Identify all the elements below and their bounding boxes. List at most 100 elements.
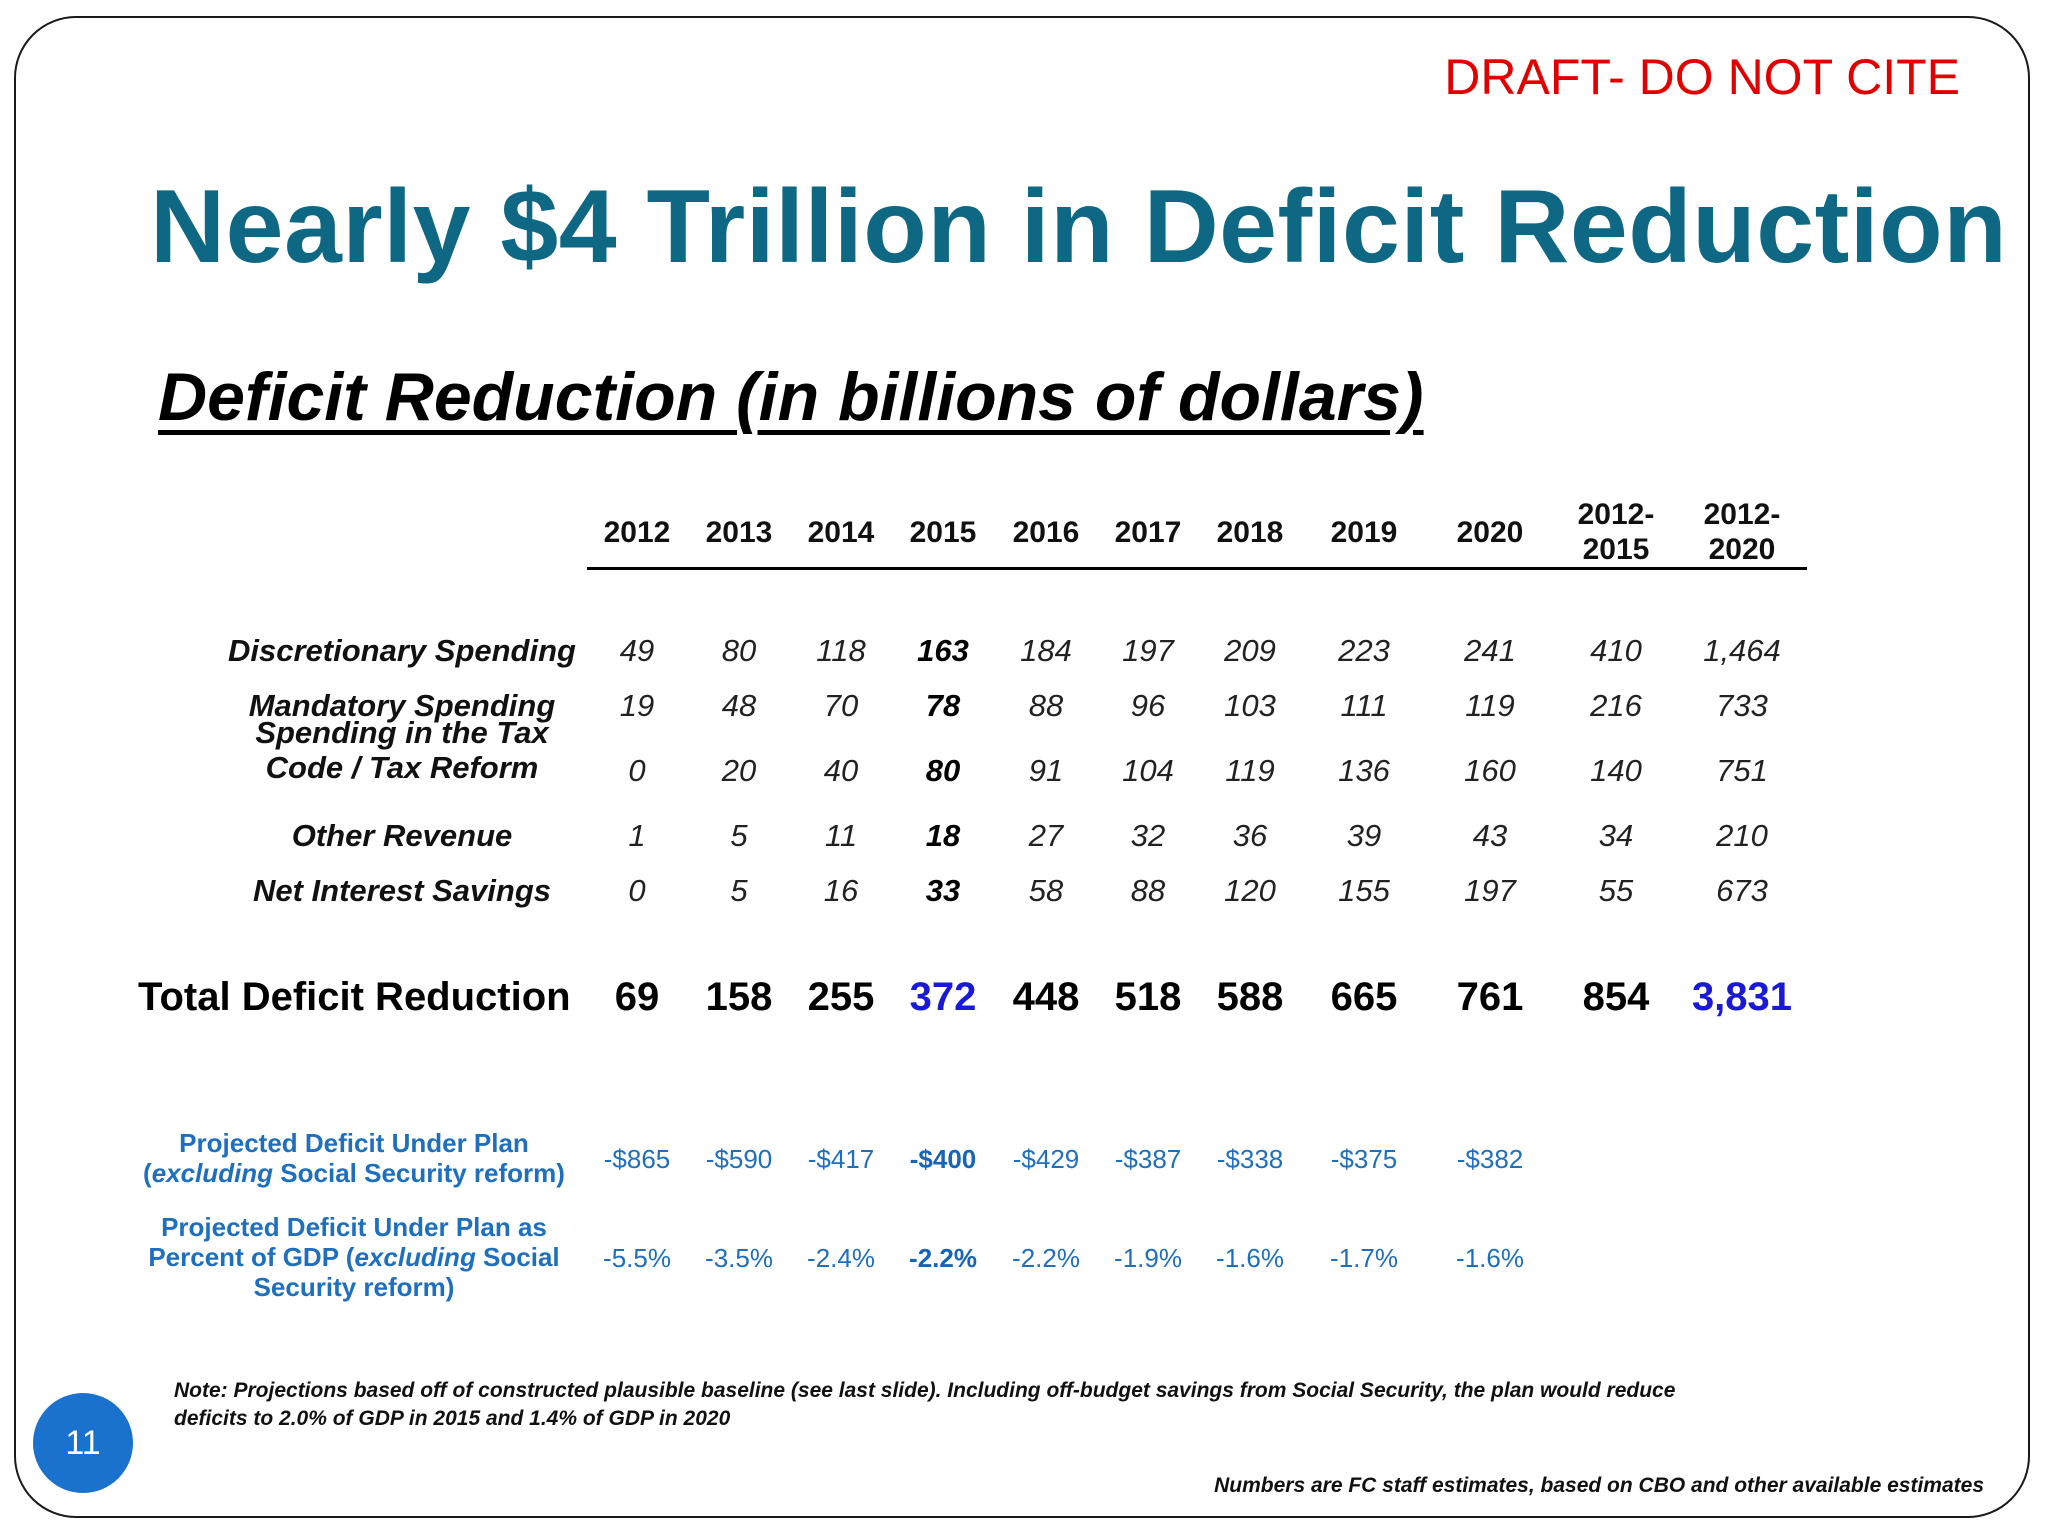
- total-cell: 518: [1114, 975, 1182, 1019]
- table-cell: 70: [823, 688, 859, 723]
- column-header-line: 2014: [807, 516, 875, 549]
- column-header-line: 2020: [1708, 533, 1776, 566]
- table-cell: 118: [816, 633, 866, 668]
- table-cell: 5: [730, 818, 748, 853]
- table-cell: 111: [1340, 688, 1388, 723]
- table-cell: 11: [824, 818, 858, 853]
- projected-deficit-cell: -$375: [1330, 1144, 1398, 1174]
- page-number-badge: 11: [33, 1393, 133, 1493]
- projected-gdp-cell: -1.6%: [1456, 1243, 1524, 1273]
- table-cell: 733: [1716, 688, 1768, 723]
- table-cell: 55: [1598, 873, 1634, 908]
- table-cell: 33: [925, 873, 961, 908]
- table-cell: 80: [925, 753, 961, 788]
- table-cell: 49: [619, 633, 655, 668]
- projected-gdp-cell: -3.5%: [705, 1243, 773, 1273]
- label-fragment: excluding: [354, 1242, 476, 1272]
- table-cell: 27: [1028, 818, 1064, 853]
- table-cell: 36: [1232, 818, 1268, 853]
- table-cell: 18: [925, 818, 961, 853]
- row-label-line: Spending in the Tax: [255, 715, 549, 750]
- header-rule: [587, 567, 1807, 570]
- label-fragment: (: [143, 1158, 152, 1188]
- table-cell: 673: [1716, 873, 1768, 908]
- table-cell: 0: [628, 753, 646, 788]
- column-header: 2015: [888, 515, 998, 550]
- source-note: Numbers are FC staff estimates, based on…: [1214, 1474, 1984, 1497]
- row-label: Net Interest Savings: [252, 873, 552, 908]
- slide-frame: [14, 16, 2030, 1518]
- projected-deficit-label: Projected Deficit Under Plan (excluding S…: [128, 1128, 580, 1188]
- total-cell: 255: [807, 975, 875, 1019]
- column-header-line: 2017: [1114, 516, 1182, 549]
- table-cell: 1,464: [1703, 633, 1781, 668]
- table-cell: 184: [1020, 633, 1072, 668]
- projected-gdp-cell: -5.5%: [603, 1243, 671, 1273]
- column-header-line: 2012: [603, 516, 671, 549]
- label-fragment: Security reform): [253, 1272, 455, 1302]
- footnote: Note: Projections based off of construct…: [174, 1379, 1676, 1430]
- column-header: 2012- 2020: [1687, 497, 1797, 567]
- column-header: 2018: [1195, 515, 1305, 550]
- slide-title: Nearly $4 Trillion in Deficit Reduction: [150, 169, 2008, 285]
- table-cell: 96: [1130, 688, 1166, 723]
- projected-gdp-cell: -1.6%: [1216, 1243, 1284, 1273]
- table-cell: 155: [1338, 873, 1390, 908]
- total-cell: 761: [1456, 975, 1524, 1019]
- table-cell: 40: [823, 753, 859, 788]
- projected-gdp-label: Projected Deficit Under Plan as Percent o…: [128, 1212, 580, 1302]
- column-header-line: 2016: [1012, 516, 1080, 549]
- table-cell: 216: [1590, 688, 1642, 723]
- total-cell: 854: [1582, 975, 1650, 1019]
- table-cell: 223: [1338, 633, 1390, 668]
- column-header: 2012: [582, 515, 692, 550]
- table-cell: 39: [1346, 818, 1382, 853]
- projected-deficit-cell: -$338: [1216, 1144, 1284, 1174]
- table-cell: 163: [917, 633, 969, 668]
- row-label: Other Revenue: [291, 818, 513, 853]
- column-header-line: 2015: [909, 516, 977, 549]
- projected-deficit-cell: -$429: [1012, 1144, 1080, 1174]
- column-header-line: 2013: [705, 516, 773, 549]
- table-cell: 91: [1028, 753, 1064, 788]
- column-header: 2019: [1309, 515, 1419, 550]
- column-header-line: 2012-: [1703, 498, 1781, 531]
- column-header: 2012- 2015: [1561, 497, 1671, 567]
- table-cell: 88: [1130, 873, 1166, 908]
- table-cell: 751: [1716, 753, 1768, 788]
- table-cell: 140: [1590, 753, 1642, 788]
- table-cell: 103: [1224, 688, 1276, 723]
- column-header: 2020: [1435, 515, 1545, 550]
- projected-gdp-cell: -2.2%: [909, 1243, 977, 1273]
- projected-deficit-cell: -$865: [603, 1144, 671, 1174]
- table-cell: 197: [1122, 633, 1174, 668]
- table-cell: 16: [823, 873, 859, 908]
- total-cell: 3,831: [1691, 975, 1793, 1019]
- label-fragment: Social: [475, 1242, 560, 1272]
- table-cell: 1: [628, 818, 646, 853]
- total-cell: 372: [909, 975, 977, 1019]
- row-label: Mandatory Spending: [248, 688, 556, 723]
- column-header-line: 2020: [1456, 516, 1524, 549]
- column-header: 2017: [1093, 515, 1203, 550]
- row-label: Spending in the Tax Code / Tax Reform: [212, 715, 592, 785]
- table-cell: 241: [1464, 633, 1516, 668]
- total-cell: 448: [1012, 975, 1080, 1019]
- label-fragment: Social Security reform): [273, 1158, 565, 1188]
- table-cell: 32: [1130, 818, 1166, 853]
- table-cell: 58: [1028, 873, 1064, 908]
- table-cell: 209: [1224, 633, 1276, 668]
- total-cell: 158: [705, 975, 773, 1019]
- table-cell: 48: [721, 688, 757, 723]
- table-cell: 20: [721, 753, 757, 788]
- table-cell: 119: [1465, 688, 1515, 723]
- table-cell: 197: [1464, 873, 1516, 908]
- column-header: 2016: [991, 515, 1101, 550]
- label-fragment: Projected Deficit Under Plan: [179, 1128, 529, 1158]
- table-cell: 88: [1028, 688, 1064, 723]
- row-label: Discretionary Spending: [228, 633, 576, 668]
- table-cell: 119: [1225, 753, 1275, 788]
- projected-deficit-cell: -$387: [1114, 1144, 1182, 1174]
- column-header-line: 2015: [1582, 533, 1650, 566]
- projected-gdp-cell: -1.9%: [1114, 1243, 1182, 1273]
